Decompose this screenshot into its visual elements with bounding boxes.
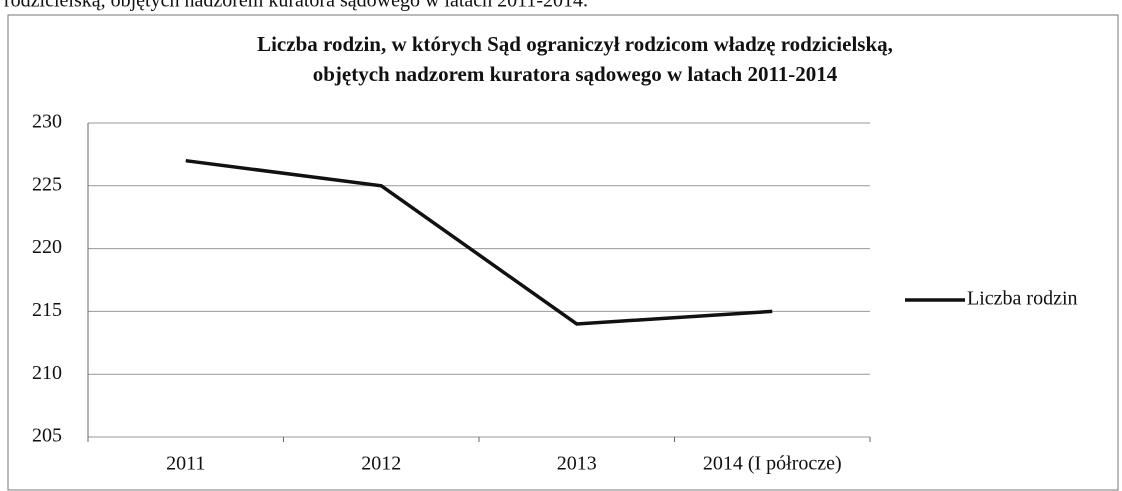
chart-title: objętych nadzorem kuratora sądowego w la… <box>313 62 838 86</box>
y-tick-label: 215 <box>32 299 62 321</box>
chart-title: Liczba rodzin, w których Sąd ograniczył … <box>257 32 893 56</box>
frame <box>7 14 1119 491</box>
x-tick-label: 2012 <box>361 453 401 475</box>
x-tick-label: 2011 <box>166 453 205 475</box>
line-series <box>185 158 773 326</box>
x-tick-label: 2013 <box>557 453 597 475</box>
y-tick-label: 220 <box>32 236 62 258</box>
y-tick-label: 210 <box>32 362 62 384</box>
legend-label: Liczba rodzin <box>967 288 1078 310</box>
x-tick-label: 2014 (I półrocze) <box>703 453 842 475</box>
caption: rodzicielską, objętych nadzorem kuratora… <box>4 0 588 12</box>
y-tick-label: 230 <box>32 111 62 133</box>
y-tick-label: 225 <box>32 173 62 195</box>
y-tick-label: 205 <box>32 425 62 447</box>
